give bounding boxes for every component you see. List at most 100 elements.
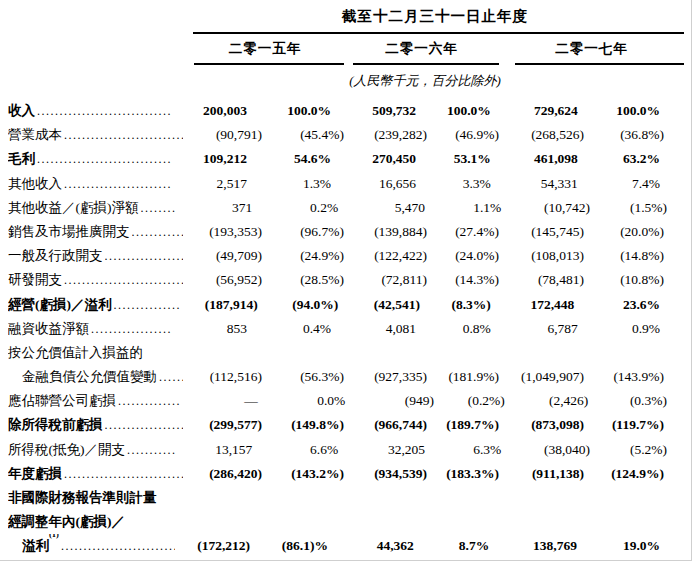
value-cell: 54,331 — [498, 172, 585, 196]
dot-leader — [141, 196, 177, 220]
table-row: 一般及行政開支(49,709)(24.9%)(122,422)(24.0%)(1… — [8, 244, 691, 268]
value-cell: (268,526) — [499, 123, 584, 147]
row-label: 研發開支 — [8, 268, 186, 292]
value-cell: (36.8%) — [584, 123, 688, 147]
row-label: 除所得稅前虧損 — [8, 413, 186, 437]
value-cell: (10.8%) — [584, 268, 688, 292]
table-row: 毛利109,21254.6%270,45053.1%461,09863.2% — [8, 147, 691, 171]
value-cell: (122,422) — [344, 244, 427, 268]
row-label: 經調整年內(虧損)／ — [8, 510, 186, 534]
table-row: 溢利(1)(172,212)(86.1)%44,3628.7%138,76919… — [8, 534, 691, 558]
value-cell: 7.4% — [585, 172, 691, 196]
value-cell: 109,212 — [175, 147, 253, 171]
dot-leader — [64, 123, 183, 147]
value-cell: 0.9% — [585, 317, 691, 341]
table-row: 年度虧損(286,420)(143.2%)(934,539)(183.3%)(9… — [8, 462, 691, 486]
dot-leader — [64, 172, 172, 196]
value-cell: (189.7%) — [427, 413, 499, 437]
value-cell: 6.6% — [259, 438, 345, 462]
value-cell: (8.3%) — [420, 293, 491, 317]
table-row: 應佔聯營公司虧損—0.0%(949)(0.2%)(2,426)(0.3%) — [8, 389, 691, 413]
value-cell: (124.9%) — [584, 462, 688, 486]
value-cell — [344, 341, 427, 365]
value-cell: (56.3%) — [262, 365, 344, 389]
table-row: 其他收入2,5171.3%16,6563.3%54,3317.4% — [8, 172, 691, 196]
row-label: 其他收入 — [8, 172, 175, 196]
value-cell: 371 — [179, 196, 259, 220]
value-cell — [427, 341, 499, 365]
value-cell: (24.0%) — [427, 244, 499, 268]
value-cell: 0.2% — [259, 196, 345, 220]
year-column-header: 二零一五年 — [186, 34, 344, 65]
table-header: 截至十二月三十一日止年度 二零一五年二零一六年二零一七年 (人民幣千元，百分比除… — [186, 0, 684, 99]
value-cell: 853 — [175, 317, 253, 341]
value-cell: (2,426) — [505, 389, 589, 413]
table-row: 金融負債公允價值變動(112,516)(56.3%)(927,335)(181.… — [8, 365, 691, 389]
row-label: 營業成本 — [8, 123, 186, 147]
value-cell: (42,541) — [338, 293, 420, 317]
value-cell: (873,098) — [499, 413, 584, 437]
table-row: 非國際財務報告準則計量 — [8, 486, 691, 510]
value-cell: (1.5%) — [590, 196, 691, 220]
value-cell — [584, 341, 688, 365]
table-row: 收入200,003100.0%509,732100.0%729,624100.0… — [8, 99, 691, 123]
value-cell — [186, 486, 262, 510]
value-cell: 1.1% — [432, 196, 508, 220]
value-cell: 6,787 — [498, 317, 585, 341]
value-cell: (934,539) — [344, 462, 427, 486]
value-cell — [186, 510, 262, 534]
value-cell: (27.4%) — [427, 220, 499, 244]
row-label: 金融負債公允價值變動 — [8, 365, 186, 389]
value-cell: 44,362 — [335, 534, 421, 558]
value-cell: (108,013) — [499, 244, 584, 268]
dot-leader — [159, 365, 183, 389]
value-cell: (927,335) — [344, 365, 427, 389]
row-label: 所得稅(抵免)／開支 — [8, 438, 179, 462]
dot-leader — [64, 462, 183, 486]
value-cell: 32,205 — [345, 438, 432, 462]
row-label: 銷售及市場推廣開支 — [8, 220, 186, 244]
value-cell: (286,420) — [186, 462, 262, 486]
value-cell: (1,049,907) — [499, 365, 584, 389]
year-column-header: 二零一六年 — [344, 34, 499, 65]
value-cell: (86.1)% — [250, 534, 335, 558]
row-label: 經營(虧損)／溢利 — [8, 293, 183, 317]
value-cell: (181.9%) — [427, 365, 499, 389]
value-cell — [499, 341, 584, 365]
value-cell — [584, 510, 688, 534]
table-row: 營業成本(90,791)(45.4%)(239,282)(46.9%)(268,… — [8, 123, 691, 147]
value-cell: 0.0% — [265, 389, 353, 413]
value-cell: 172,448 — [491, 293, 582, 317]
value-cell: (14.3%) — [427, 268, 499, 292]
value-cell: 729,624 — [498, 99, 585, 123]
value-cell: (966,744) — [344, 413, 427, 437]
table-row: 銷售及市場推廣開支(193,353)(96.7%)(139,884)(27.4%… — [8, 220, 691, 244]
dot-leader — [105, 244, 184, 268]
row-label: 按公允價值計入損益的 — [8, 341, 186, 365]
value-cell — [262, 341, 344, 365]
value-cell: 3.3% — [423, 172, 498, 196]
row-label: 溢利(1) — [8, 534, 178, 558]
value-cell: 100.0% — [254, 99, 338, 123]
value-cell — [427, 486, 499, 510]
dot-leader — [105, 413, 184, 437]
value-cell: 270,450 — [338, 147, 423, 171]
dot-leader — [132, 220, 184, 244]
value-cell: (187,914) — [183, 293, 258, 317]
value-cell: (10,742) — [508, 196, 590, 220]
value-cell — [499, 510, 584, 534]
value-cell: (183.3%) — [427, 462, 499, 486]
value-cell: 461,098 — [498, 147, 585, 171]
year-column-header: 二零一七年 — [499, 34, 684, 65]
value-cell: (28.5%) — [262, 268, 344, 292]
value-cell — [427, 510, 499, 534]
value-cell: (72,811) — [344, 268, 427, 292]
table-row: 經營(虧損)／溢利(187,914)(94.0%)(42,541)(8.3%)1… — [8, 293, 691, 317]
value-cell: (0.3%) — [588, 389, 691, 413]
value-cell: 0.8% — [423, 317, 498, 341]
value-cell: 13,157 — [179, 438, 259, 462]
value-cell — [186, 341, 262, 365]
dot-leader — [114, 293, 181, 317]
value-cell: (145,745) — [499, 220, 584, 244]
value-cell: 100.0% — [585, 99, 691, 123]
